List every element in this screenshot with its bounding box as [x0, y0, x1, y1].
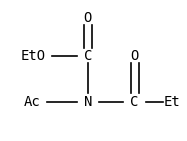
Text: O: O	[84, 11, 92, 25]
Text: Et: Et	[164, 94, 180, 109]
Text: EtO: EtO	[21, 49, 46, 63]
Text: N: N	[84, 94, 92, 109]
Text: C: C	[131, 94, 139, 109]
Text: C: C	[84, 49, 92, 63]
Text: Ac: Ac	[23, 94, 40, 109]
Text: O: O	[131, 49, 139, 63]
